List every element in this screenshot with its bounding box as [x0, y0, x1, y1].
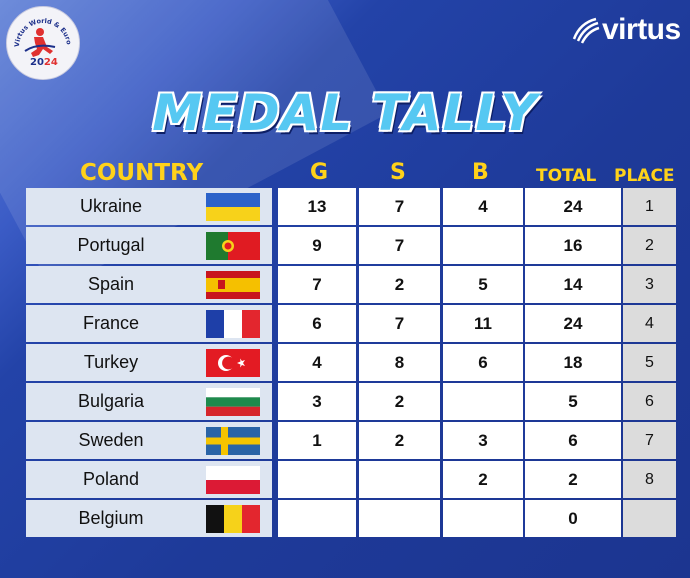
silver-count [359, 461, 440, 498]
total-count: 6 [523, 422, 621, 459]
virtus-logo: virtus [570, 12, 682, 48]
country-cell: Spain [26, 266, 272, 303]
bronze-count [443, 383, 523, 420]
svg-text:2024: 2024 [30, 57, 58, 68]
silver-count: 2 [359, 383, 440, 420]
portugal-flag-icon [206, 232, 260, 260]
gold-count: 6 [278, 305, 356, 342]
silver-count: 2 [359, 422, 440, 459]
silver-count: 7 [359, 227, 440, 264]
virtus-swoosh-icon [572, 17, 600, 44]
country-cell: Bulgaria [26, 383, 272, 420]
bronze-count [443, 500, 523, 537]
table-row: Portugal 9 7 16 2 [26, 227, 676, 264]
country-cell: France [26, 305, 272, 342]
table-row: Poland 2 2 8 [26, 461, 676, 498]
gold-count: 9 [278, 227, 356, 264]
bulgaria-flag-icon [206, 388, 260, 416]
gold-count: 4 [278, 344, 356, 381]
bronze-count: 11 [443, 305, 523, 342]
country-cell: Portugal [26, 227, 272, 264]
country-name: Ukraine [79, 196, 143, 216]
total-count: 2 [523, 461, 621, 498]
france-flag-icon [206, 310, 260, 338]
event-logo-year-a: 20 [30, 57, 44, 68]
country-name: Bulgaria [77, 391, 145, 411]
table-row: France 6 7 11 24 4 [26, 305, 676, 342]
total-count: 18 [523, 344, 621, 381]
country-name: Portugal [77, 235, 145, 255]
table-row: Ukraine 13 7 4 24 1 [26, 188, 676, 225]
table-row: Sweden 1 2 3 6 7 [26, 422, 676, 459]
gold-count: 7 [278, 266, 356, 303]
country-name: Spain [87, 274, 135, 294]
bronze-count: 2 [443, 461, 523, 498]
bronze-count: 4 [443, 188, 523, 225]
table-row: Spain 7 2 5 14 3 [26, 266, 676, 303]
total-count: 16 [523, 227, 621, 264]
header-bronze: B [472, 160, 489, 185]
place-value [623, 500, 676, 537]
silver-count [359, 500, 440, 537]
country-name: Turkey [83, 352, 139, 372]
table-row: Bulgaria 3 2 5 6 [26, 383, 676, 420]
bronze-count [443, 227, 523, 264]
place-value: 4 [623, 305, 676, 342]
gold-count [278, 461, 356, 498]
gold-count [278, 500, 356, 537]
header-country: COUNTRY [80, 160, 204, 186]
header-place: PLACE [614, 166, 675, 186]
page-title: MEDAL TALLY [152, 84, 538, 142]
country-cell: Sweden [26, 422, 272, 459]
country-cell: Ukraine [26, 188, 272, 225]
runner-icon: Virtus World & European Indoor Athletics… [7, 7, 73, 68]
gold-count: 13 [278, 188, 356, 225]
sweden-flag-icon [206, 427, 260, 455]
country-name: Poland [82, 469, 140, 489]
header-total: TOTAL [536, 166, 597, 186]
total-count: 24 [523, 188, 621, 225]
ukraine-flag-icon [206, 193, 260, 221]
poland-flag-icon [206, 466, 260, 494]
place-value: 1 [623, 188, 676, 225]
gold-count: 3 [278, 383, 356, 420]
header-gold: G [310, 160, 329, 185]
total-count: 5 [523, 383, 621, 420]
place-value: 3 [623, 266, 676, 303]
place-value: 7 [623, 422, 676, 459]
bronze-count: 3 [443, 422, 523, 459]
gold-count: 1 [278, 422, 356, 459]
belgium-flag-icon [206, 505, 260, 533]
silver-count: 7 [359, 305, 440, 342]
table-row: Belgium 0 [26, 500, 676, 537]
bronze-count: 6 [443, 344, 523, 381]
table-row: Turkey 4 8 6 18 5 [26, 344, 676, 381]
place-value: 8 [623, 461, 676, 498]
country-name: Sweden [78, 430, 144, 450]
place-value: 5 [623, 344, 676, 381]
event-logo: Virtus World & European Indoor Athletics… [6, 6, 80, 80]
turkey-flag-icon [206, 349, 260, 377]
total-count: 0 [523, 500, 621, 537]
silver-count: 7 [359, 188, 440, 225]
total-count: 14 [523, 266, 621, 303]
silver-count: 2 [359, 266, 440, 303]
place-value: 2 [623, 227, 676, 264]
virtus-wordmark: virtus [602, 13, 681, 46]
country-cell: Poland [26, 461, 272, 498]
place-value: 6 [623, 383, 676, 420]
country-name: Belgium [78, 508, 144, 528]
total-count: 24 [523, 305, 621, 342]
event-logo-year-b: 24 [44, 57, 58, 68]
country-name: France [82, 313, 140, 333]
bronze-count: 5 [443, 266, 523, 303]
spain-flag-icon [206, 271, 260, 299]
header-silver: S [390, 160, 406, 185]
country-cell: Belgium [26, 500, 272, 537]
country-cell: Turkey [26, 344, 272, 381]
silver-count: 8 [359, 344, 440, 381]
